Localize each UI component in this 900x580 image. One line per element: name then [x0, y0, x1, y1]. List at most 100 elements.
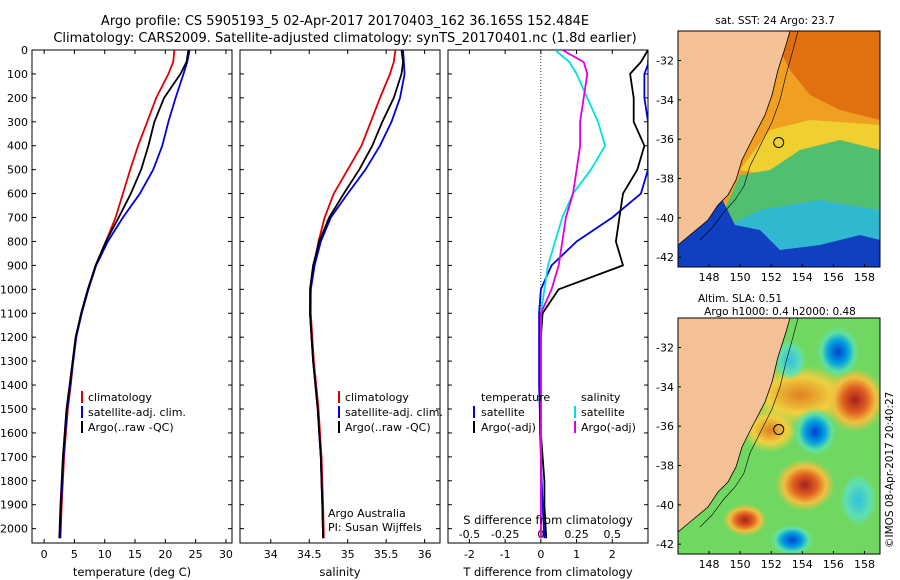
legend-label-satellite: satellite-adj. clim.	[345, 406, 443, 419]
sla-red-eddy-ne	[825, 368, 880, 432]
series-group	[309, 50, 406, 539]
x-tick-label: 10	[98, 548, 112, 561]
top-x-tick-label: 0.5	[604, 528, 622, 541]
difference-x-label: T difference from climatology	[462, 565, 633, 579]
legend-label-climatology: climatology	[345, 391, 409, 404]
map-y-tick-label: -38	[656, 173, 674, 186]
sst-map-frame	[677, 30, 881, 268]
map-y-tick-label: -36	[656, 133, 674, 146]
x-tick-label: 0	[537, 548, 544, 561]
sla-map-title-line2: Argo h1000: 0.4 h2000: 0.48	[704, 306, 856, 318]
x-tick-label: 30	[219, 548, 233, 561]
salinity-legend: climatology satellite-adj. clim. Argo(..…	[328, 391, 443, 534]
sla-map	[678, 318, 880, 554]
map-x-tick-label: 148	[699, 271, 720, 284]
map-x-tick-label: 158	[854, 558, 875, 571]
figure-title-line1: Argo profile: CS 5905193_5 02-Apr-2017 2…	[101, 14, 589, 29]
y-tick-label: 1800	[0, 475, 28, 488]
series-line-climatology	[309, 50, 397, 539]
argo-australia-label: Argo Australia	[328, 507, 406, 520]
sla-land	[678, 318, 790, 532]
map-x-tick-label: 158	[854, 271, 875, 284]
y-tick-label: 1900	[0, 499, 28, 512]
map-y-tick-label: -40	[656, 499, 674, 512]
temperature-legend: climatology satellite-adj. clim. Argo(..…	[81, 391, 186, 434]
depth-axis: 0 100 200 300 400 500 600 700 800 900 1000 1100 1200…	[0, 44, 28, 536]
sst-coastline	[678, 31, 791, 246]
y-tick-label: 1300	[0, 355, 28, 368]
x-tick-label: 35.5	[374, 548, 399, 561]
x-tick-label: 2	[609, 548, 616, 561]
sla-cyan-w	[774, 340, 806, 380]
sla-map-frame	[677, 317, 881, 555]
salinity-x-label: salinity	[319, 565, 360, 579]
y-tick-label: 100	[7, 68, 28, 81]
map-x-tick-label: 150	[730, 271, 751, 284]
series-line-satellite-adj-clim-	[59, 50, 191, 539]
pi-label: PI: Susan Wijffels	[328, 521, 422, 534]
y-tick-label: 1000	[0, 283, 28, 296]
sst-argo-location-marker	[773, 137, 785, 149]
legend-label-argo: Argo(..raw -QC)	[88, 421, 174, 434]
sst-map	[678, 31, 880, 267]
x-tick-label: 20	[158, 548, 172, 561]
sst-land	[678, 31, 790, 245]
y-tick-label: 500	[7, 164, 28, 177]
legend-label-t-satellite: satellite	[481, 406, 525, 419]
sla-blue-eddy-s	[770, 524, 814, 554]
x-tick-label: 0	[41, 548, 48, 561]
y-tick-label: 0	[21, 44, 28, 57]
temperature-panel: 0 5 10 15 20 25 30	[32, 49, 233, 561]
legend-label-argo: Argo(..raw -QC)	[345, 421, 431, 434]
map-y-tick-label: -42	[656, 251, 674, 264]
map-x-tick-label: 154	[792, 271, 813, 284]
top-x-tick-label: -0.5	[459, 528, 480, 541]
difference-legend: temperature satellite Argo(-adj) salinit…	[473, 391, 636, 434]
x-tick-label: 25	[189, 548, 203, 561]
sst-map-axes: 148 150 152 154 156 158 -32 -34 -36 -38 -40 -42	[656, 55, 875, 285]
sla-argo-location-marker	[773, 424, 785, 436]
salinity-panel-frame	[239, 49, 441, 544]
map-y-tick-label: -32	[656, 342, 674, 355]
map-y-tick-label: -34	[656, 94, 674, 107]
y-tick-label: 800	[7, 235, 28, 248]
map-y-tick-label: -34	[656, 381, 674, 394]
map-x-tick-label: 156	[823, 558, 844, 571]
series-line-climatology	[59, 50, 176, 539]
difference-panel: -2 -1 0 1 2-0.5 -0.25 0 0.25 0.5	[448, 49, 648, 561]
y-tick-label: 300	[7, 116, 28, 129]
sla-red-eddy-s	[723, 504, 767, 536]
sla-coastline	[678, 318, 791, 533]
sla-map-title-line1: Altim. SLA: 0.51	[698, 293, 782, 305]
series-line-temperature-satellite	[538, 59, 648, 539]
y-tick-label: 1500	[0, 403, 28, 416]
y-tick-label: 1100	[0, 307, 28, 320]
legend-label-t-argo: Argo(-adj)	[481, 421, 536, 434]
series-group	[538, 50, 648, 539]
map-x-tick-label: 148	[699, 558, 720, 571]
sla-map-axes: 148 150 152 154 156 158 -32 -34 -36 -38 -40 -42	[656, 342, 875, 572]
x-tick-label: 15	[128, 548, 142, 561]
map-x-tick-label: 152	[761, 558, 782, 571]
map-y-tick-label: -38	[656, 460, 674, 473]
salinity-panel: 34 34.5 35 35.5 36	[240, 49, 440, 561]
difference-panel-frame	[447, 49, 649, 544]
y-tick-label: 2000	[0, 523, 28, 536]
series-line-temperature-argo-adj-	[540, 50, 648, 539]
sla-blue-eddy-se	[840, 474, 876, 526]
y-tick-label: 900	[7, 259, 28, 272]
y-tick-label: 1400	[0, 379, 28, 392]
sst-green-zone	[720, 140, 880, 225]
x-tick-label: 5	[71, 548, 78, 561]
sst-warm-core	[770, 31, 880, 120]
legend-label-climatology: climatology	[88, 391, 152, 404]
legend-title-salinity: salinity	[581, 391, 621, 404]
map-y-tick-label: -32	[656, 55, 674, 68]
sla-blue-eddy-n	[816, 326, 860, 378]
y-tick-label: 400	[7, 140, 28, 153]
legend-label-s-satellite: satellite	[581, 406, 625, 419]
series-group	[58, 50, 191, 539]
figure-title-line2: Climatology: CARS2009. Satellite-adjuste…	[53, 31, 636, 46]
series-line-argo-raw-qc-	[58, 50, 190, 539]
